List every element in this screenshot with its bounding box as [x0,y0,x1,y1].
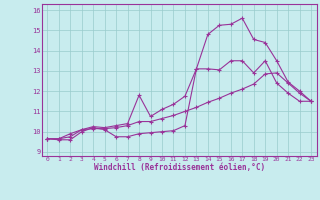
X-axis label: Windchill (Refroidissement éolien,°C): Windchill (Refroidissement éolien,°C) [94,163,265,172]
